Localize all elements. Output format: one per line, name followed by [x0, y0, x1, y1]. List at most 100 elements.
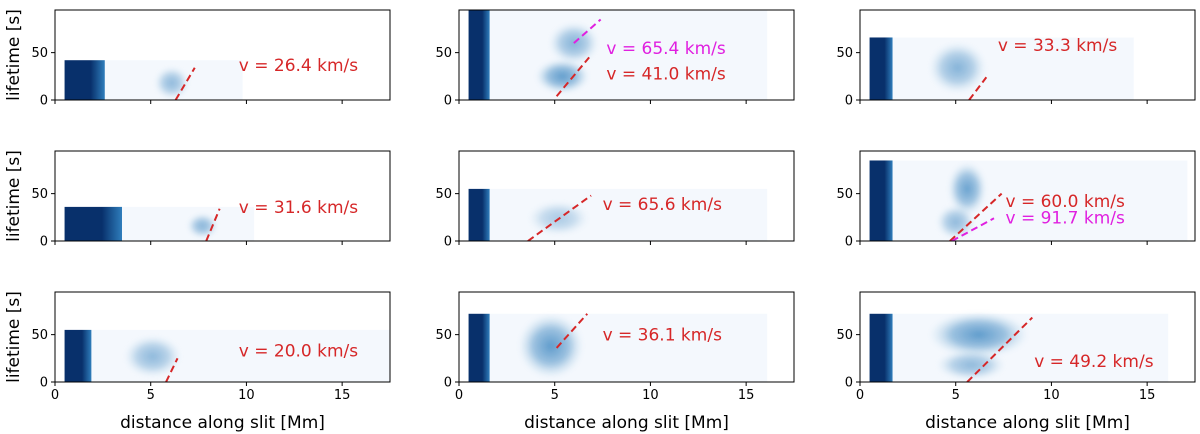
- y-tick-label: 0: [40, 235, 48, 250]
- heatmap-bar: [64, 206, 122, 241]
- heatmap-extent: [468, 188, 768, 241]
- y-tick-label: 0: [444, 94, 452, 109]
- x-tick-label: 10: [642, 388, 659, 403]
- fit-line: [555, 313, 589, 349]
- velocity-label: v = 49.2 km/s: [1034, 352, 1154, 372]
- axes-frame: [859, 150, 1196, 242]
- y-tick-label: 50: [31, 46, 48, 61]
- heatmap-blob: [187, 213, 218, 239]
- heatmap-bar: [64, 60, 105, 100]
- velocity-label: v = 41.0 km/s: [606, 64, 726, 84]
- velocity-label: v = 31.6 km/s: [239, 198, 359, 218]
- velocity-label: v = 65.4 km/s: [606, 39, 726, 59]
- y-tick-label: 50: [31, 187, 48, 202]
- y-tick-label: 0: [444, 376, 452, 391]
- heatmap-bar: [869, 160, 893, 241]
- panel-r1-c0: v = 31.6 km/s 0 50 lifetime [s]: [4, 150, 391, 250]
- y-tick-label: 50: [31, 328, 48, 343]
- fit-line: [949, 192, 1003, 241]
- heatmap-bar: [869, 37, 893, 100]
- fit-line: [968, 76, 988, 100]
- velocity-label: v = 91.7 km/s: [1005, 208, 1125, 228]
- heatmap-blob: [948, 162, 987, 216]
- heatmap-blob: [518, 313, 584, 379]
- y-tick-label: 0: [40, 376, 48, 391]
- velocity-label: v = 36.1 km/s: [603, 326, 723, 346]
- axes-frame: [859, 9, 1196, 101]
- x-tick-label: 0: [455, 388, 463, 403]
- fit-line: [573, 18, 602, 44]
- y-tick-label: 50: [836, 328, 853, 343]
- fit-line: [527, 194, 592, 241]
- heatmap-blob: [154, 66, 189, 100]
- axes-frame: [458, 150, 795, 242]
- y-axis-label: lifetime [s]: [4, 9, 24, 101]
- y-tick-label: 0: [845, 94, 853, 109]
- axes-frame: [54, 9, 391, 101]
- y-axis-label: lifetime [s]: [4, 150, 24, 242]
- heatmap-extent: [468, 313, 768, 382]
- heatmap-extent: [869, 37, 1134, 100]
- x-tick-label: 10: [238, 388, 255, 403]
- y-tick-label: 0: [845, 376, 853, 391]
- velocity-label: v = 65.6 km/s: [603, 195, 723, 215]
- axes-frame: [458, 9, 795, 101]
- x-tick-label: 5: [551, 388, 559, 403]
- y-tick-label: 50: [435, 187, 452, 202]
- x-tick-label: 15: [334, 388, 351, 403]
- panel-r1-c1: v = 65.6 km/s 0 50: [435, 150, 795, 250]
- x-tick-label: 0: [51, 388, 59, 403]
- panel-r2-c2: v = 49.2 km/s 0 5 10 15 0 50 distance along sli…: [836, 291, 1196, 433]
- velocity-label: v = 60.0 km/s: [1005, 192, 1125, 212]
- heatmap-bar: [869, 313, 893, 382]
- panel-r0-c0: v = 26.4 km/s 0 50 lifetime [s]: [4, 9, 391, 109]
- fit-line: [205, 208, 221, 241]
- y-tick-label: 50: [435, 46, 452, 61]
- heatmap-blob: [936, 349, 1006, 381]
- x-tick-label: 10: [1043, 388, 1060, 403]
- velocity-label: v = 26.4 km/s: [239, 56, 359, 76]
- heatmap-bar: [468, 313, 490, 382]
- heatmap-blob: [936, 205, 975, 240]
- y-axis-label: lifetime [s]: [4, 291, 24, 383]
- heatmap-blob: [123, 335, 182, 378]
- y-tick-label: 0: [444, 235, 452, 250]
- x-tick-label: 15: [1139, 388, 1156, 403]
- y-tick-label: 50: [836, 187, 853, 202]
- panel-r2-c1: v = 36.1 km/s 0 5 10 15 0 50 distance along sli…: [435, 291, 795, 433]
- heatmap-extent: [869, 160, 1188, 241]
- fit-line: [951, 217, 995, 241]
- x-axis-label: distance along slit [Mm]: [925, 413, 1130, 433]
- velocity-label: v = 33.3 km/s: [998, 36, 1118, 56]
- y-tick-label: 50: [836, 46, 853, 61]
- heatmap-extent: [468, 10, 768, 100]
- y-tick-label: 50: [435, 328, 452, 343]
- heatmap-bar: [468, 188, 490, 241]
- axes-frame: [859, 291, 1196, 383]
- axes-frame: [54, 291, 391, 383]
- heatmap-blob: [928, 42, 987, 94]
- panel-r0-c1: v = 65.4 km/s v = 41.0 km/s 0 50: [435, 9, 795, 109]
- heatmap-bar: [64, 329, 92, 382]
- x-axis-label: distance along slit [Mm]: [524, 413, 729, 433]
- panel-r0-c2: v = 33.3 km/s 0 50: [836, 9, 1196, 109]
- fit-line: [966, 316, 1033, 382]
- x-axis-label: distance along slit [Mm]: [120, 413, 325, 433]
- x-tick-label: 5: [147, 388, 155, 403]
- velocity-label: v = 20.0 km/s: [239, 342, 359, 362]
- heatmap-blob: [928, 311, 1029, 358]
- fit-line: [555, 56, 590, 97]
- heatmap-bar: [468, 10, 490, 100]
- fit-line: [174, 67, 196, 100]
- x-tick-label: 15: [738, 388, 755, 403]
- y-tick-label: 0: [845, 235, 853, 250]
- axes-frame: [54, 150, 391, 242]
- x-tick-label: 0: [856, 388, 864, 403]
- heatmap-blob: [535, 59, 590, 94]
- y-tick-label: 0: [40, 94, 48, 109]
- panel-r1-c2: v = 60.0 km/sv = 91.7 km/s 0 50: [836, 150, 1196, 250]
- axes-frame: [458, 291, 795, 383]
- fit-line: [165, 357, 179, 382]
- x-tick-label: 5: [952, 388, 960, 403]
